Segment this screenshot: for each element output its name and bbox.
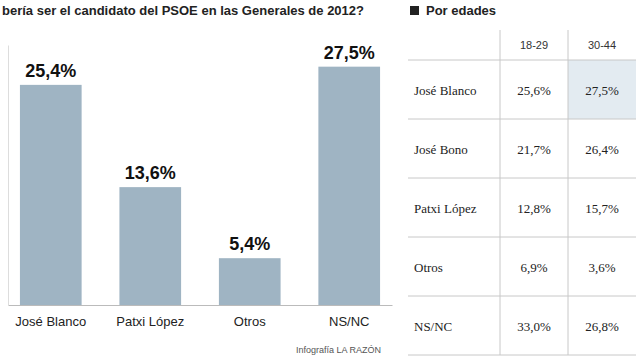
cell-value: 26,8% bbox=[585, 319, 619, 334]
x-tick: Patxi López bbox=[116, 305, 184, 329]
table-row-line bbox=[408, 237, 636, 238]
column-header: 30-44 bbox=[588, 39, 616, 51]
row-label: José Bono bbox=[414, 142, 468, 157]
x-tick-label: José Blanco bbox=[15, 314, 86, 329]
bars bbox=[20, 67, 380, 305]
bar bbox=[219, 258, 281, 305]
table-title-marker bbox=[410, 6, 419, 15]
cell-value: 3,6% bbox=[588, 260, 615, 275]
cell-value: 26,4% bbox=[585, 142, 619, 157]
data-label: 27,5% bbox=[324, 43, 375, 63]
x-tick: NS/NC bbox=[329, 305, 369, 329]
cell-value: 21,7% bbox=[517, 142, 551, 157]
canvas: bería ser el candidato del PSOE en las G… bbox=[0, 0, 640, 360]
cell-value: 12,8% bbox=[517, 201, 551, 216]
x-tick-label: Patxi López bbox=[116, 314, 184, 329]
column-header: 18-29 bbox=[520, 39, 548, 51]
x-tick-label: NS/NC bbox=[329, 314, 369, 329]
cell-value: 25,6% bbox=[517, 83, 551, 98]
chart-title: bería ser el candidato del PSOE en las G… bbox=[2, 3, 364, 18]
table-row-line bbox=[408, 355, 636, 356]
table-col-line bbox=[568, 30, 569, 355]
age-table: Por edades 18-29 30-44 José Blanco 25,6% 27,5… bbox=[408, 3, 636, 355]
x-tick: José Blanco bbox=[15, 305, 86, 329]
data-labels: 25,4% 13,6% 5,4% 27,5% bbox=[25, 43, 374, 255]
row-label: NS/NC bbox=[414, 319, 452, 334]
table-row-line bbox=[408, 178, 636, 179]
data-label: 13,6% bbox=[125, 163, 176, 183]
highlight-cell bbox=[568, 60, 636, 119]
bar bbox=[318, 67, 380, 305]
x-tick-label: Otros bbox=[234, 314, 266, 329]
bar bbox=[20, 85, 82, 305]
cell-value: 33,0% bbox=[517, 319, 551, 334]
table-row-line bbox=[408, 60, 636, 61]
data-label: 5,4% bbox=[229, 234, 270, 254]
table-col-line bbox=[500, 30, 501, 355]
bar bbox=[119, 187, 181, 305]
credit: Infografía LA RAZÓN bbox=[296, 345, 381, 355]
table-title: Por edades bbox=[426, 3, 496, 18]
x-axis-line bbox=[9, 305, 393, 306]
cell-value: 6,9% bbox=[520, 260, 547, 275]
row-label: Patxi López bbox=[414, 201, 477, 216]
table-row-line bbox=[408, 119, 636, 120]
y-axis-line bbox=[8, 46, 9, 306]
cell-value: 15,7% bbox=[585, 201, 619, 216]
x-tick: Otros bbox=[234, 305, 266, 329]
data-label: 25,4% bbox=[25, 61, 76, 81]
table-row-line bbox=[408, 296, 636, 297]
row-label: Otros bbox=[414, 260, 443, 275]
cell-value: 27,5% bbox=[585, 83, 619, 98]
x-axis: José Blanco Patxi López Otros NS/NC bbox=[9, 305, 393, 329]
y-axis bbox=[8, 46, 9, 306]
row-label: José Blanco bbox=[414, 83, 476, 98]
